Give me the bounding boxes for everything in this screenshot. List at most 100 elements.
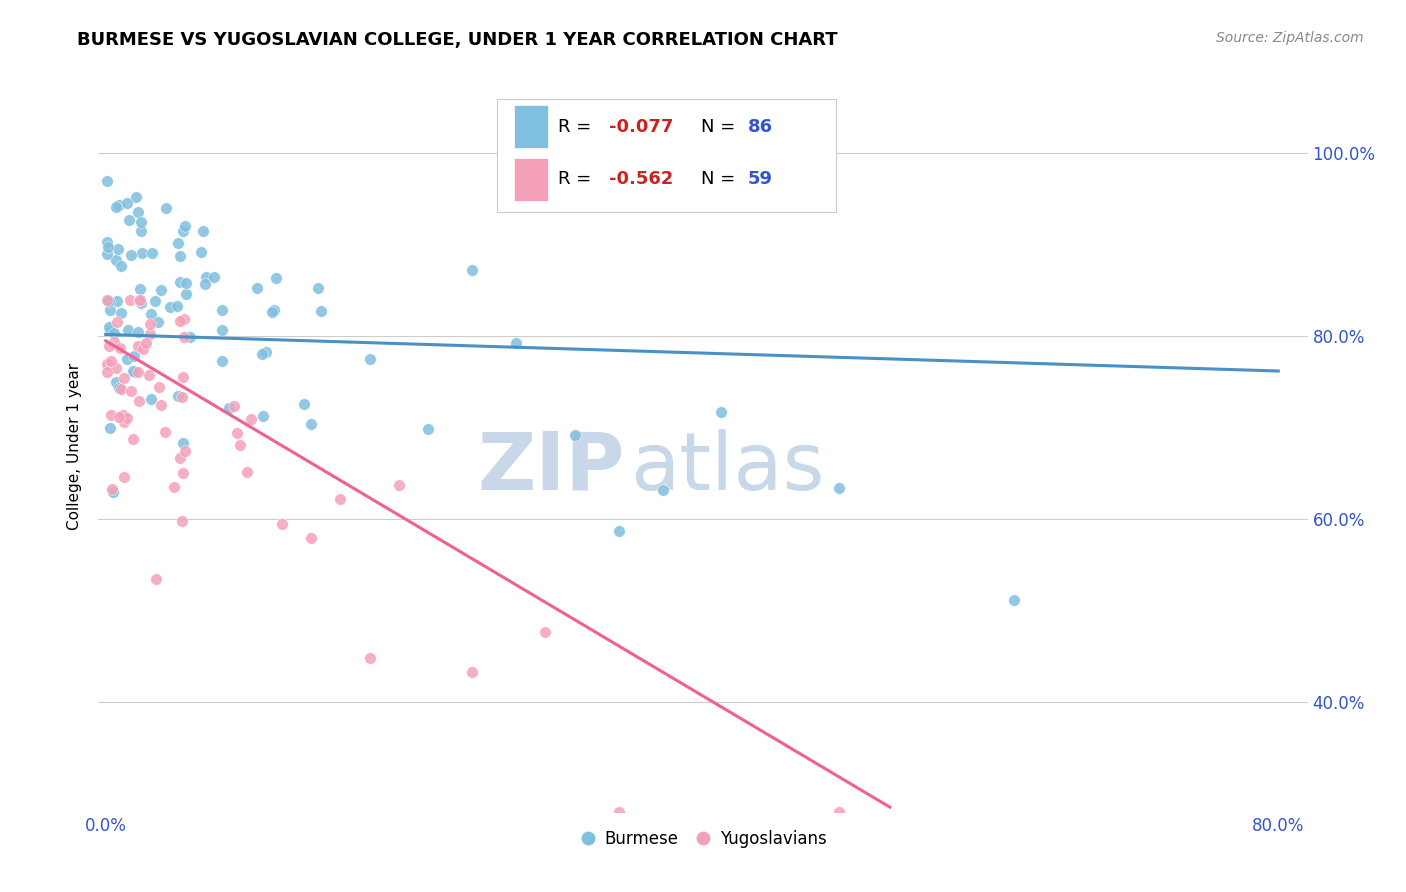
Point xyxy=(122,432,145,446)
Point xyxy=(104,361,127,376)
Text: ZIP: ZIP xyxy=(477,429,624,507)
Point xyxy=(240,412,263,426)
Point xyxy=(173,311,195,326)
Point xyxy=(163,480,186,494)
Point xyxy=(202,270,225,285)
Point xyxy=(101,482,124,496)
Point xyxy=(112,416,135,430)
Point xyxy=(166,299,188,313)
Point xyxy=(104,201,127,215)
Point xyxy=(461,263,484,277)
Point xyxy=(505,335,527,350)
Text: atlas: atlas xyxy=(630,429,825,507)
Point xyxy=(118,213,141,227)
Point xyxy=(141,245,163,260)
Point xyxy=(98,293,121,308)
Point xyxy=(148,380,170,394)
Point xyxy=(129,215,152,229)
Point xyxy=(236,465,259,479)
Point xyxy=(254,344,277,359)
Point xyxy=(226,425,249,440)
Point xyxy=(141,392,163,406)
Point xyxy=(169,314,191,328)
Point xyxy=(127,339,149,353)
Point xyxy=(122,364,145,378)
Text: Source: ZipAtlas.com: Source: ZipAtlas.com xyxy=(1216,31,1364,45)
Point xyxy=(120,293,142,307)
Point xyxy=(98,324,121,338)
Point xyxy=(246,281,269,295)
Point xyxy=(194,277,217,291)
Point xyxy=(132,342,155,356)
Point xyxy=(461,665,484,679)
Point xyxy=(108,410,131,425)
Point xyxy=(127,204,149,219)
Point xyxy=(827,482,849,496)
Point xyxy=(125,189,148,203)
Point xyxy=(167,389,190,403)
Point xyxy=(115,195,138,210)
Point xyxy=(211,302,233,317)
Point xyxy=(250,347,273,361)
Point xyxy=(110,342,132,356)
Point xyxy=(115,352,138,367)
Point xyxy=(98,339,121,353)
Point xyxy=(105,253,128,268)
Point xyxy=(607,524,630,538)
Point xyxy=(388,478,411,492)
Point xyxy=(172,514,194,528)
Point xyxy=(299,531,322,545)
Point xyxy=(98,420,121,434)
Point xyxy=(827,805,849,819)
Point xyxy=(153,425,176,439)
Point xyxy=(307,281,329,295)
Point xyxy=(311,304,333,318)
Point xyxy=(607,805,630,819)
Point xyxy=(96,293,118,307)
Point xyxy=(174,444,197,458)
Point xyxy=(120,384,142,399)
Text: BURMESE VS YUGOSLAVIAN COLLEGE, UNDER 1 YEAR CORRELATION CHART: BURMESE VS YUGOSLAVIAN COLLEGE, UNDER 1 … xyxy=(77,31,838,49)
Point xyxy=(139,317,162,331)
Point xyxy=(100,354,122,368)
Point xyxy=(96,174,118,188)
Point xyxy=(534,624,557,639)
Point xyxy=(222,399,245,413)
Point xyxy=(105,315,128,329)
Point xyxy=(195,270,218,285)
Point xyxy=(101,484,124,499)
Point xyxy=(264,271,287,285)
Point xyxy=(135,336,157,351)
Point xyxy=(172,224,194,238)
Point xyxy=(155,202,177,216)
Point xyxy=(190,245,212,260)
Point xyxy=(96,235,118,249)
Point xyxy=(120,248,142,262)
Point xyxy=(564,427,586,442)
Point xyxy=(98,320,121,334)
Point xyxy=(128,393,150,408)
Point xyxy=(105,293,128,308)
Point xyxy=(218,401,240,415)
Point xyxy=(329,491,352,506)
Point xyxy=(129,293,152,307)
Point xyxy=(174,219,197,234)
Point xyxy=(159,300,181,314)
Point xyxy=(169,249,191,263)
Point xyxy=(97,294,120,309)
Point xyxy=(167,236,190,251)
Point xyxy=(172,369,194,384)
Point xyxy=(124,365,146,379)
Point xyxy=(103,334,125,349)
Point xyxy=(108,197,131,211)
Point xyxy=(174,287,197,301)
Point xyxy=(129,282,152,296)
Legend: Burmese, Yugoslavians: Burmese, Yugoslavians xyxy=(572,823,834,855)
Point xyxy=(96,357,118,371)
Point xyxy=(110,306,132,320)
Point xyxy=(100,408,122,422)
Point xyxy=(179,330,201,344)
Point xyxy=(150,283,173,297)
Point xyxy=(211,323,233,337)
Point xyxy=(112,370,135,384)
